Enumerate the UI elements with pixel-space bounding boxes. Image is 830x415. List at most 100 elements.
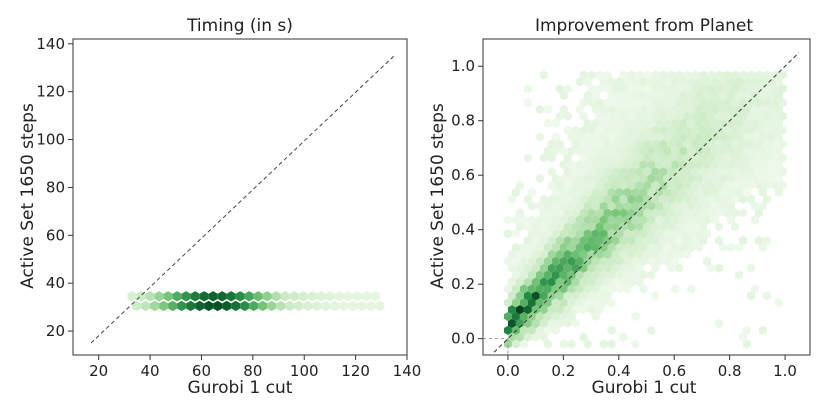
- hexbin-cell: [343, 291, 353, 302]
- hexbin-cell: [226, 291, 236, 302]
- x-tick-label: 40: [141, 362, 160, 380]
- hexbin-cell: [671, 201, 680, 211]
- hexbin-cell: [639, 187, 648, 197]
- hexbin-cell: [127, 291, 137, 302]
- hexbin-cell: [639, 160, 648, 170]
- hexbin-cell: [587, 263, 596, 273]
- hexbin-cell: [623, 104, 632, 115]
- hexbin-cell: [739, 84, 747, 94]
- hexbin-cell: [635, 208, 644, 218]
- y-tick-label: 60: [46, 226, 65, 244]
- hexbin-cell: [727, 132, 736, 142]
- hexbin-cell: [583, 146, 592, 156]
- hexbin-cell: [555, 180, 564, 190]
- hexbin-cell: [723, 208, 732, 218]
- hexbin-cell: [695, 242, 704, 253]
- hexbin-cell: [321, 300, 331, 312]
- hexbin-cell: [567, 229, 576, 239]
- hexbin-cell: [199, 291, 209, 302]
- hexbin-cell: [607, 339, 616, 349]
- hexbin-cell: [770, 139, 779, 149]
- hexbin-cell: [647, 229, 656, 239]
- hexbin-cell: [591, 201, 600, 211]
- hexbin-cell: [519, 270, 528, 280]
- hexbin-cell: [559, 270, 568, 280]
- hexbin-cell: [635, 194, 644, 204]
- hexbin-cell: [551, 298, 560, 308]
- hexbin-cell: [611, 111, 620, 121]
- hexbin-cell: [731, 222, 739, 232]
- hexbin-cell: [639, 146, 648, 156]
- hexbin-cell: [719, 132, 728, 142]
- hexbin-cell: [675, 111, 684, 121]
- hexbin-cell: [523, 332, 532, 342]
- hexbin-cell: [735, 146, 743, 156]
- hexbin-cell: [555, 318, 564, 328]
- hexbin-cell: [631, 270, 640, 280]
- hexbin-cell: [555, 263, 564, 273]
- hexbin-cell: [511, 187, 520, 197]
- hexbin-cell: [758, 146, 767, 156]
- hexbin-cell: [631, 77, 640, 87]
- hexbin-cell: [348, 300, 358, 312]
- chart-improvement-title: Improvement from Planet: [535, 16, 753, 36]
- hexbin-cell: [659, 249, 668, 259]
- hexbin-cell: [547, 236, 556, 246]
- hexbin-cell: [599, 146, 608, 156]
- hexbin-cell: [683, 194, 692, 204]
- hexbin-cell: [583, 215, 592, 225]
- hexbin-cell: [766, 160, 775, 170]
- hexbin-cell: [707, 98, 716, 108]
- hexbin-cell: [659, 139, 668, 149]
- hexbin-cell: [587, 98, 596, 108]
- hexbin-cells: [127, 291, 385, 312]
- hexbin-cell: [623, 118, 632, 128]
- hexbin-cell: [595, 70, 604, 80]
- hexbin-cell: [667, 236, 676, 246]
- hexbin-cell: [739, 208, 747, 218]
- hexbin-cell: [603, 98, 612, 108]
- hexbin-cell: [639, 77, 648, 87]
- hexbin-cell: [555, 208, 564, 218]
- hexbin-cell: [595, 249, 604, 259]
- hexbin-cell: [615, 132, 624, 142]
- hexbin-cell: [595, 98, 604, 108]
- hexbin-cell: [663, 173, 672, 184]
- x-tick-label: 20: [89, 362, 108, 380]
- hexbin-cell: [651, 139, 660, 149]
- hexbin-cell: [647, 325, 656, 335]
- hexbin-cell: [150, 300, 160, 312]
- y-tick-label: 120: [36, 83, 65, 101]
- hexbin-cell: [325, 291, 335, 302]
- hexbin-cell: [651, 222, 660, 232]
- hexbin-cell: [758, 201, 767, 211]
- hexbin-cell: [635, 111, 644, 121]
- hexbin-cell: [551, 325, 560, 335]
- hexbin-cell: [289, 291, 299, 302]
- hexbin-cell: [583, 173, 592, 184]
- hexbin-cell: [519, 325, 528, 335]
- hexbin-cell: [671, 132, 680, 142]
- hexbin-cell: [703, 146, 712, 156]
- hexbin-cell: [671, 187, 680, 197]
- hexbin-cell: [639, 242, 648, 253]
- hexbin-cell: [559, 298, 568, 308]
- hexbin-cell: [655, 187, 664, 197]
- hexbin-cell: [619, 153, 628, 163]
- hexbin-cell: [635, 222, 644, 232]
- hexbin-cell: [774, 118, 783, 128]
- hexbin-cell: [655, 132, 664, 142]
- hexbin-cell: [204, 300, 214, 312]
- hexbin-cell: [507, 194, 516, 204]
- hexbin-cell: [316, 291, 326, 302]
- hexbin-cell: [719, 201, 728, 211]
- hexbin-cell: [607, 242, 616, 253]
- hexbin-cell: [727, 160, 736, 170]
- hexbin-cell: [651, 291, 660, 301]
- hexbin-cell: [631, 187, 640, 197]
- hexbin-cell: [361, 291, 371, 302]
- hexbin-cell: [370, 291, 380, 302]
- hexbin-cell: [551, 311, 560, 322]
- hexbin-cell: [723, 139, 732, 149]
- hexbin-cell: [595, 125, 604, 135]
